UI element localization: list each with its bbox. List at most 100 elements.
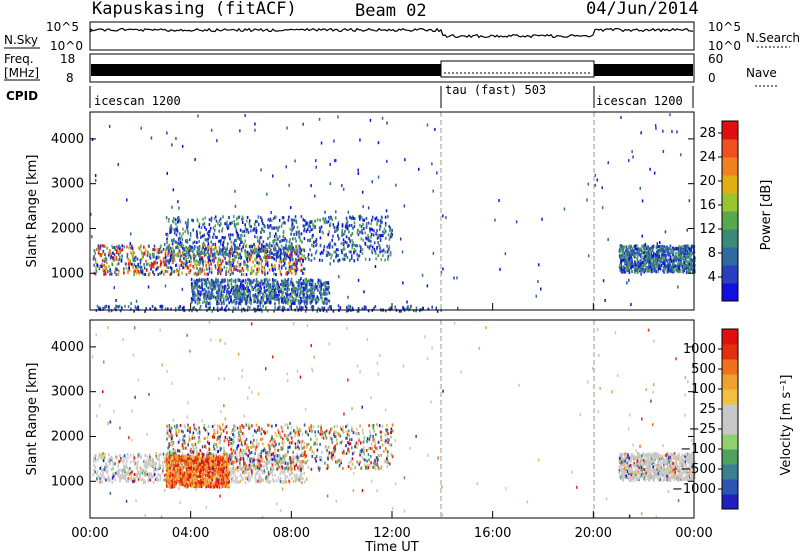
- range-cell: [91, 138, 94, 141]
- range-cell: [279, 305, 281, 309]
- range-cell: [122, 460, 124, 464]
- range-cell: [384, 250, 387, 254]
- range-cell: [292, 237, 294, 241]
- range-cell: [677, 265, 680, 269]
- range-cell: [147, 479, 149, 483]
- range-cell: [667, 264, 670, 268]
- range-cell: [300, 285, 303, 289]
- cpid-label: CPID: [6, 89, 38, 103]
- range-cell: [300, 296, 302, 300]
- range-cell: [254, 264, 256, 268]
- range-cell: [130, 246, 132, 250]
- range-cell: [205, 297, 208, 300]
- range-cell: [128, 266, 130, 270]
- range-cell: [129, 454, 132, 457]
- range-cell: [133, 459, 136, 463]
- range-cell: [361, 216, 363, 220]
- range-cell: [120, 249, 122, 253]
- range-cell: [160, 263, 162, 266]
- range-cell: [162, 464, 164, 468]
- range-cell: [257, 454, 259, 458]
- range-cell: [210, 240, 213, 244]
- range-cell: [187, 218, 189, 222]
- range-cell: [173, 239, 175, 242]
- range-cell: [299, 239, 302, 242]
- range-cell: [247, 473, 250, 477]
- range-cell: [631, 265, 634, 269]
- range-cell: [352, 241, 354, 245]
- range-cell: [629, 258, 632, 262]
- range-cell: [309, 286, 312, 290]
- range-cell: [111, 263, 114, 267]
- range-cell: [278, 218, 281, 222]
- range-cell: [304, 219, 306, 223]
- range-cell: [373, 306, 375, 310]
- range-cell: [284, 461, 287, 465]
- range-cell: [128, 471, 130, 475]
- range-cell: [183, 266, 186, 270]
- range-cell: [120, 458, 122, 462]
- range-cell: [118, 269, 120, 273]
- range-cell: [498, 199, 500, 202]
- range-cell: [300, 248, 303, 252]
- range-cell: [327, 243, 330, 247]
- range-cell: [165, 246, 168, 250]
- range-cell: [220, 281, 222, 285]
- range-cell: [238, 288, 241, 292]
- range-cell: [106, 469, 109, 473]
- range-cell: [116, 470, 118, 474]
- range-cell: [377, 241, 379, 244]
- range-cell: [329, 262, 331, 266]
- range-cell: [674, 258, 677, 262]
- range-cell: [96, 477, 98, 481]
- range-cell: [267, 243, 269, 247]
- range-cell: [268, 481, 270, 484]
- range-cell: [237, 236, 240, 240]
- range-cell: [415, 306, 418, 310]
- range-cell: [210, 262, 212, 266]
- range-cell: [319, 228, 322, 232]
- range-cell: [672, 267, 675, 271]
- range-cell: [257, 299, 259, 303]
- range-cell: [166, 244, 169, 248]
- range-cell: [328, 245, 331, 249]
- range-cell: [304, 288, 306, 292]
- range-cell: [335, 226, 338, 230]
- range-cell: [297, 281, 300, 284]
- range-cell: [624, 270, 627, 274]
- range-cell: [322, 309, 325, 313]
- range-cell: [112, 257, 114, 261]
- range-cell: [93, 255, 95, 259]
- range-cell: [368, 246, 371, 250]
- range-cell: [136, 307, 138, 311]
- range-cell: [255, 478, 258, 482]
- range-cell: [299, 290, 302, 294]
- range-cell: [333, 250, 335, 254]
- range-cell: [109, 249, 111, 252]
- range-cell: [311, 290, 313, 294]
- range-cell: [388, 307, 390, 311]
- range-cell: [252, 281, 254, 284]
- range-cell: [342, 466, 344, 470]
- range-cell: [139, 472, 141, 476]
- range-cell: [325, 309, 328, 313]
- range-cell: [103, 468, 106, 472]
- range-cell: [102, 469, 104, 473]
- range-cell: [651, 248, 654, 252]
- range-cell: [143, 473, 146, 477]
- range-cell: [655, 245, 658, 249]
- range-cell: [140, 126, 142, 130]
- range-cell: [328, 253, 331, 257]
- range-cell: [283, 220, 285, 224]
- range-cell: [379, 219, 382, 223]
- range-cell: [315, 297, 318, 301]
- range-cell: [145, 473, 147, 477]
- range-cell: [267, 280, 269, 284]
- range-cell: [213, 252, 216, 256]
- range-cell: [624, 259, 626, 263]
- range-cell: [349, 258, 351, 262]
- range-cell: [280, 300, 283, 304]
- range-cell: [226, 227, 229, 230]
- range-cell: [267, 264, 269, 268]
- range-cell: [337, 248, 339, 252]
